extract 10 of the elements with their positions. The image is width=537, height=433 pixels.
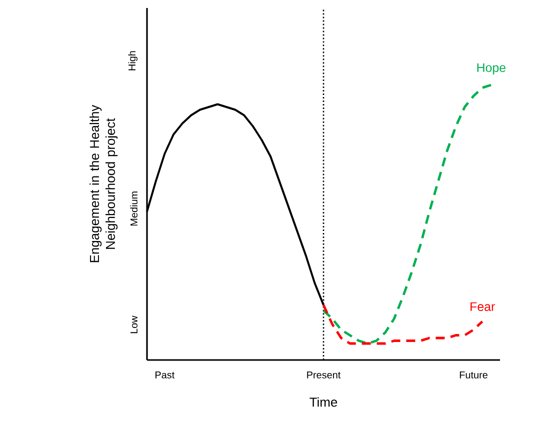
series-label: Fear [470,302,495,312]
x-tick-label: Present [307,371,341,378]
y-axis-title: Engagement in the Healthy Neighbourhood project [90,104,118,262]
x-tick-label: Past [155,371,175,378]
text: Low [130,316,138,334]
x-axis-title: Time [310,397,338,407]
x-tick-label: Future [460,371,488,378]
text: High [128,51,138,70]
text: Medium [130,192,138,226]
series-label: Hope [477,63,506,74]
